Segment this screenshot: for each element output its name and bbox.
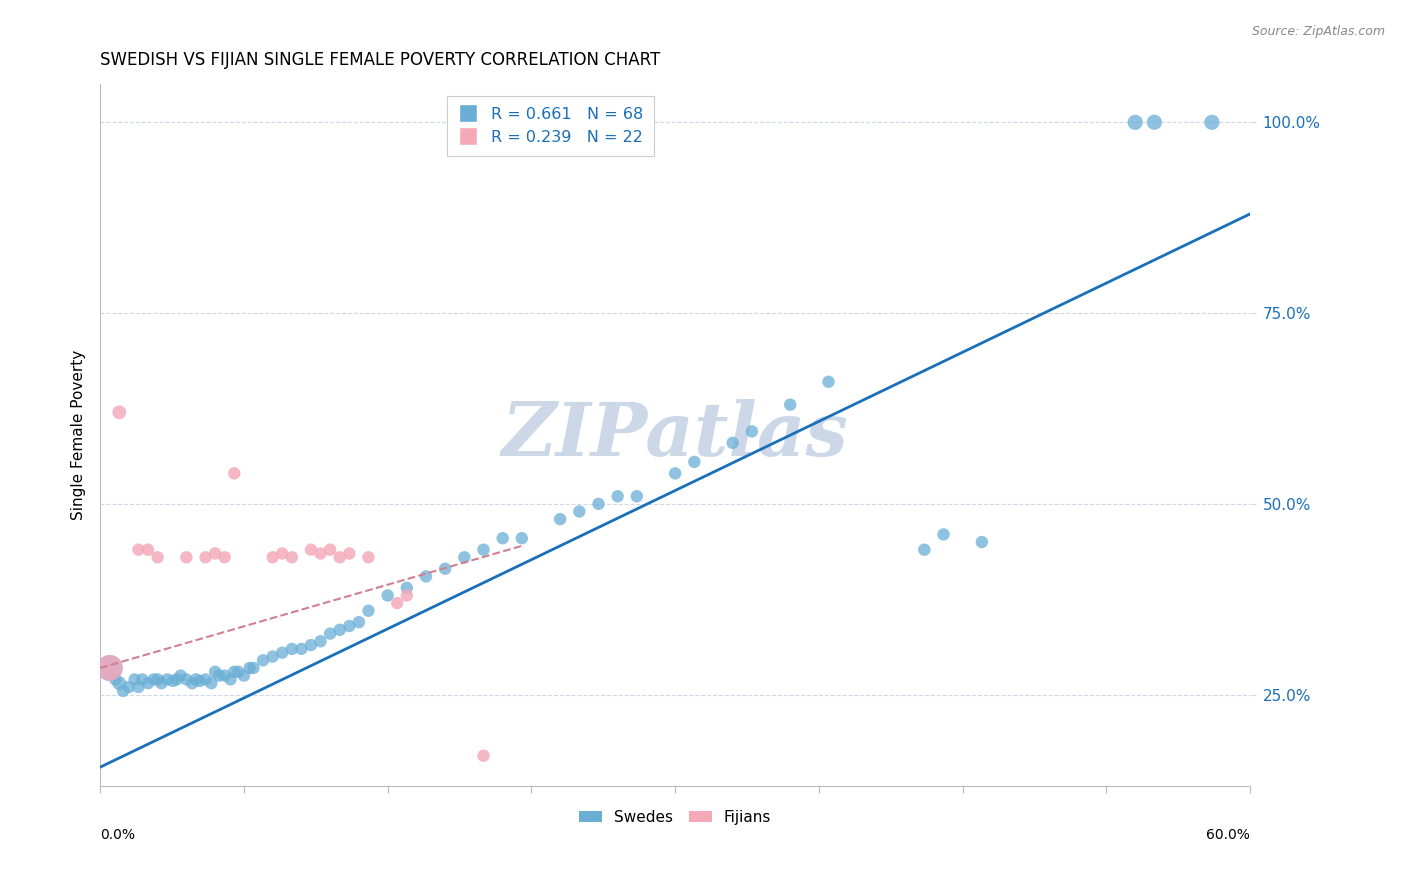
- Point: [281, 641, 304, 656]
- Point: [299, 638, 322, 652]
- Point: [377, 589, 399, 603]
- Point: [136, 542, 159, 557]
- Point: [548, 512, 571, 526]
- Point: [492, 531, 515, 545]
- Point: [741, 425, 763, 439]
- Point: [970, 535, 993, 549]
- Point: [194, 673, 217, 687]
- Point: [226, 665, 249, 679]
- Legend: Swedes, Fijians: Swedes, Fijians: [574, 804, 778, 831]
- Point: [239, 661, 262, 675]
- Point: [606, 489, 628, 503]
- Point: [176, 550, 198, 565]
- Point: [434, 562, 457, 576]
- Point: [200, 676, 222, 690]
- Point: [309, 634, 332, 648]
- Point: [626, 489, 648, 503]
- Point: [347, 615, 370, 630]
- Point: [329, 550, 352, 565]
- Point: [146, 550, 169, 565]
- Point: [395, 589, 418, 603]
- Point: [337, 547, 360, 561]
- Point: [118, 680, 141, 694]
- Point: [112, 684, 135, 698]
- Point: [262, 649, 284, 664]
- Point: [98, 661, 121, 675]
- Point: [319, 626, 342, 640]
- Text: 0.0%: 0.0%: [100, 829, 135, 842]
- Point: [252, 653, 274, 667]
- Point: [271, 646, 294, 660]
- Point: [214, 550, 236, 565]
- Text: 60.0%: 60.0%: [1206, 829, 1250, 842]
- Text: SWEDISH VS FIJIAN SINGLE FEMALE POVERTY CORRELATION CHART: SWEDISH VS FIJIAN SINGLE FEMALE POVERTY …: [100, 51, 661, 69]
- Point: [176, 673, 198, 687]
- Point: [146, 673, 169, 687]
- Point: [156, 673, 179, 687]
- Point: [104, 673, 127, 687]
- Point: [224, 467, 246, 481]
- Point: [453, 550, 475, 565]
- Point: [108, 405, 131, 419]
- Point: [224, 665, 246, 679]
- Point: [510, 531, 533, 545]
- Point: [664, 467, 686, 481]
- Point: [181, 676, 204, 690]
- Text: ZIPatlas: ZIPatlas: [502, 399, 849, 472]
- Point: [568, 504, 591, 518]
- Point: [98, 661, 121, 675]
- Point: [357, 604, 380, 618]
- Point: [1143, 115, 1166, 129]
- Point: [588, 497, 610, 511]
- Point: [290, 641, 312, 656]
- Point: [108, 676, 131, 690]
- Point: [232, 668, 254, 682]
- Point: [194, 550, 217, 565]
- Point: [214, 668, 236, 682]
- Point: [721, 435, 744, 450]
- Point: [779, 398, 801, 412]
- Point: [387, 596, 409, 610]
- Point: [204, 547, 226, 561]
- Point: [150, 676, 173, 690]
- Point: [357, 550, 380, 565]
- Text: Source: ZipAtlas.com: Source: ZipAtlas.com: [1251, 25, 1385, 38]
- Point: [242, 661, 264, 675]
- Point: [219, 673, 242, 687]
- Point: [472, 748, 495, 763]
- Point: [817, 375, 839, 389]
- Point: [204, 665, 226, 679]
- Point: [683, 455, 706, 469]
- Point: [415, 569, 437, 583]
- Point: [131, 673, 153, 687]
- Y-axis label: Single Female Poverty: Single Female Poverty: [72, 350, 86, 520]
- Point: [262, 550, 284, 565]
- Point: [208, 668, 231, 682]
- Point: [329, 623, 352, 637]
- Point: [166, 673, 188, 687]
- Point: [309, 547, 332, 561]
- Point: [136, 676, 159, 690]
- Point: [299, 542, 322, 557]
- Point: [281, 550, 304, 565]
- Point: [1123, 115, 1146, 129]
- Point: [162, 673, 184, 688]
- Point: [169, 668, 191, 682]
- Point: [932, 527, 955, 541]
- Point: [124, 673, 146, 687]
- Point: [127, 542, 149, 557]
- Point: [188, 673, 211, 688]
- Point: [395, 581, 418, 595]
- Point: [337, 619, 360, 633]
- Point: [472, 542, 495, 557]
- Point: [271, 547, 294, 561]
- Point: [184, 673, 207, 687]
- Point: [319, 542, 342, 557]
- Point: [142, 673, 165, 687]
- Point: [127, 680, 149, 694]
- Point: [1201, 115, 1223, 129]
- Point: [912, 542, 935, 557]
